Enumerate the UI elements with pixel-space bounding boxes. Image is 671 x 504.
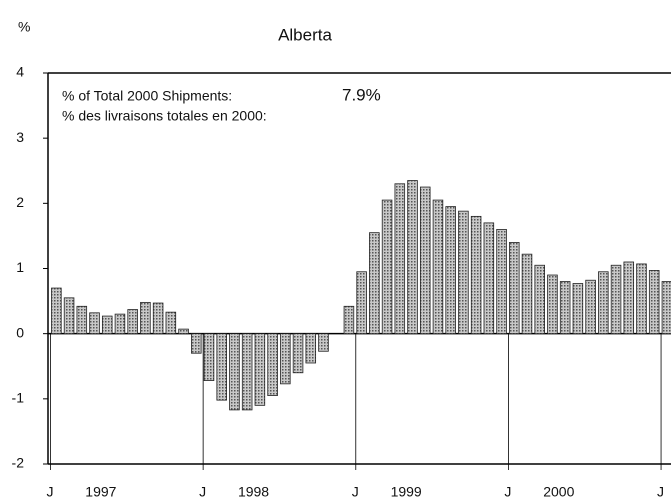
bar [229, 333, 240, 411]
x-tick-label: J [199, 484, 206, 500]
annotation-value: 7.9% [342, 85, 381, 104]
bar [534, 264, 545, 335]
bar [127, 309, 138, 335]
bar [101, 315, 113, 335]
bar [51, 287, 62, 335]
x-tick-label: J [657, 484, 664, 500]
bar [432, 199, 444, 335]
year-label: 1997 [85, 484, 116, 500]
y-tick-label: 3 [16, 129, 24, 145]
year-label: 2000 [543, 484, 574, 500]
annotation: % des livraisons totales en 2000: [62, 108, 267, 124]
year-label: 1999 [391, 484, 422, 500]
bar [63, 297, 75, 335]
bar [419, 186, 431, 335]
x-tick-label: J [47, 484, 54, 500]
bar [305, 333, 317, 364]
bar [547, 274, 558, 335]
y-tick-label: 2 [16, 194, 24, 210]
bar [394, 183, 406, 335]
bar [661, 281, 671, 335]
bar [267, 333, 278, 396]
annotation: % of Total 2000 Shipments: [62, 88, 232, 104]
bar [572, 283, 584, 335]
bar [140, 301, 151, 335]
bar [343, 305, 355, 335]
bar [356, 271, 367, 335]
year-label: 1998 [238, 484, 269, 500]
bar [598, 271, 609, 335]
bar [636, 263, 647, 335]
bar [114, 313, 126, 335]
bar [76, 305, 88, 335]
bar [445, 206, 456, 335]
bar [369, 232, 380, 335]
bar [292, 333, 304, 374]
bar [280, 333, 291, 385]
bar [178, 328, 189, 335]
bar [254, 333, 266, 406]
bar [318, 333, 329, 352]
y-axis-label: % [18, 19, 30, 35]
bar [648, 270, 660, 335]
x-tick-label: J [352, 484, 359, 500]
bar [203, 333, 215, 381]
bar [458, 210, 469, 335]
bar [407, 180, 418, 335]
bar [165, 311, 177, 335]
bar [241, 333, 253, 411]
y-tick-label: 0 [16, 324, 24, 340]
bar [470, 215, 482, 335]
bar [152, 302, 164, 335]
bar [89, 312, 100, 335]
bar [610, 264, 622, 335]
bar [381, 199, 393, 335]
bar [623, 261, 635, 335]
x-tick-label: J [504, 484, 511, 500]
y-tick-label: -1 [12, 390, 25, 406]
y-tick-label: 4 [16, 64, 24, 80]
bar [483, 222, 495, 335]
bar [521, 253, 533, 335]
y-tick-label: 1 [16, 259, 24, 275]
bar [585, 279, 596, 335]
bar [559, 281, 571, 335]
chart-title: Alberta [278, 25, 332, 44]
bar [509, 242, 520, 335]
bar [496, 228, 507, 335]
bar [191, 333, 202, 354]
bar [216, 333, 227, 401]
y-tick-label: -2 [12, 455, 25, 471]
